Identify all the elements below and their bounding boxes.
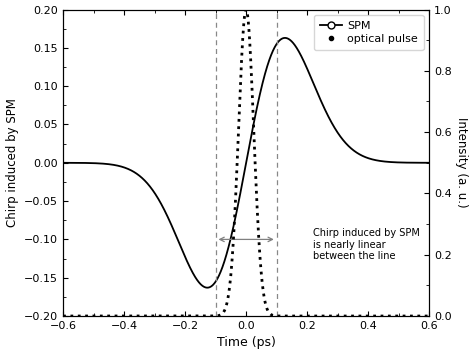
SPM (204, 285, 210, 290)
optical pulse (426, 314, 432, 318)
SPM (426, 161, 432, 165)
optical pulse (361, 314, 367, 318)
Line: SPM: SPM (63, 38, 429, 288)
Y-axis label: Chirp induced by SPM: Chirp induced by SPM (6, 98, 18, 227)
SPM (334, 129, 339, 133)
optical pulse (127, 314, 132, 318)
Y-axis label: Intensity (a. u.): Intensity (a. u.) (456, 118, 468, 208)
SPM (282, 36, 288, 40)
optical pulse (334, 314, 339, 318)
SPM (299, 54, 304, 58)
Text: Chirp induced by SPM
is nearly linear
between the line: Chirp induced by SPM is nearly linear be… (313, 228, 420, 261)
SPM (361, 154, 367, 159)
Line: optical pulse: optical pulse (63, 10, 429, 316)
SPM (200, 284, 206, 288)
optical pulse (243, 7, 249, 12)
optical pulse (280, 314, 285, 318)
X-axis label: Time (ps): Time (ps) (217, 337, 275, 349)
optical pulse (200, 314, 206, 318)
optical pulse (299, 314, 304, 318)
SPM (280, 36, 285, 40)
Legend: SPM, optical pulse: SPM, optical pulse (314, 15, 424, 50)
optical pulse (60, 314, 66, 318)
SPM (127, 168, 132, 172)
SPM (60, 161, 66, 165)
